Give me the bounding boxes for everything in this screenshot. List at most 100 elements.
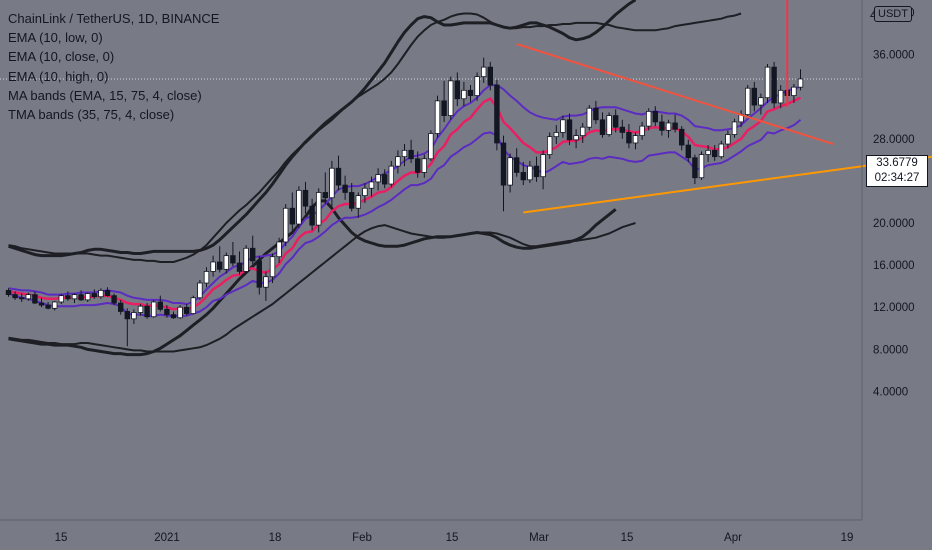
candle[interactable] [698, 151, 705, 180]
candle[interactable] [216, 246, 223, 273]
candle[interactable] [758, 93, 764, 115]
candle[interactable] [685, 139, 691, 162]
candle[interactable] [500, 135, 507, 212]
candle[interactable] [236, 251, 243, 275]
candle[interactable] [547, 132, 553, 159]
candle[interactable] [586, 105, 592, 131]
candle[interactable] [540, 150, 546, 190]
candle[interactable] [745, 85, 751, 117]
candle[interactable] [269, 253, 276, 284]
candle[interactable] [348, 182, 355, 212]
candle[interactable] [32, 291, 38, 305]
candle[interactable] [679, 126, 685, 151]
candle[interactable] [375, 168, 381, 191]
candle[interactable] [659, 114, 665, 136]
candle[interactable] [665, 119, 672, 138]
candle[interactable] [401, 144, 408, 167]
candle[interactable] [381, 169, 388, 189]
candle[interactable] [302, 181, 309, 214]
candle[interactable] [85, 292, 91, 302]
candle[interactable] [447, 76, 454, 120]
indicator-ma-bands[interactable]: MA bands (EMA, 15, 75, 4, close) [8, 87, 202, 103]
candle[interactable] [527, 160, 533, 183]
trendline-drawings[interactable] [516, 0, 932, 214]
candle[interactable] [474, 72, 480, 101]
candle[interactable] [98, 288, 104, 299]
candle[interactable] [322, 172, 328, 205]
candle[interactable] [111, 293, 117, 306]
candle[interactable] [599, 112, 606, 138]
candle[interactable] [230, 241, 236, 267]
candle[interactable] [243, 245, 249, 274]
candle[interactable] [137, 304, 144, 316]
candle[interactable] [652, 106, 658, 127]
candle[interactable] [38, 297, 45, 308]
candle[interactable] [164, 305, 170, 318]
candle[interactable] [289, 192, 295, 231]
candle[interactable] [144, 303, 150, 319]
candle[interactable] [25, 292, 31, 301]
candle[interactable] [414, 151, 421, 178]
candle[interactable] [282, 204, 289, 247]
candle[interactable] [566, 113, 573, 146]
indicator-ema-low[interactable]: EMA (10, low, 0) [8, 30, 103, 46]
time-axis[interactable]: 15 2021 18 Feb 15 Mar 15 Apr 19 [55, 532, 854, 544]
candle[interactable] [672, 114, 678, 133]
candle[interactable] [441, 80, 447, 122]
candle[interactable] [118, 299, 124, 315]
candle[interactable] [573, 129, 579, 149]
candle[interactable] [731, 118, 738, 138]
currency-unit-badge[interactable]: USDT [874, 6, 912, 22]
candle[interactable] [71, 293, 78, 304]
candle[interactable] [203, 267, 210, 288]
candle[interactable] [263, 271, 269, 301]
candle[interactable] [210, 255, 216, 277]
candle[interactable] [170, 311, 177, 319]
candle[interactable] [18, 293, 25, 302]
candle[interactable] [5, 288, 12, 297]
candle[interactable] [388, 160, 394, 188]
candle[interactable] [65, 291, 71, 301]
candle[interactable] [593, 100, 599, 125]
indicator-tma-bands[interactable]: TMA bands (35, 75, 4, close) [8, 107, 175, 123]
candle[interactable] [421, 154, 427, 178]
candle[interactable] [467, 85, 474, 102]
candle[interactable] [362, 182, 368, 203]
candle[interactable] [223, 252, 229, 274]
candle[interactable] [797, 69, 804, 91]
candle[interactable] [91, 289, 97, 299]
candle[interactable] [309, 198, 315, 231]
candle[interactable] [190, 295, 196, 315]
candle[interactable] [58, 293, 64, 305]
candle[interactable] [428, 130, 434, 161]
candle[interactable] [725, 130, 731, 149]
candle[interactable] [553, 125, 559, 145]
candle[interactable] [124, 308, 130, 347]
candle[interactable] [632, 132, 639, 150]
candle[interactable] [276, 237, 282, 264]
candle[interactable] [78, 290, 84, 301]
candle[interactable] [580, 122, 586, 143]
candle[interactable] [52, 300, 58, 311]
candle[interactable] [177, 305, 183, 319]
candles[interactable] [5, 57, 804, 347]
candle[interactable] [712, 145, 718, 161]
candle[interactable] [395, 150, 401, 174]
candle[interactable] [764, 63, 771, 103]
candle[interactable] [434, 95, 441, 138]
candle[interactable] [249, 235, 256, 265]
candle[interactable] [751, 81, 757, 112]
candle[interactable] [507, 153, 513, 193]
candle[interactable] [626, 124, 632, 149]
candle[interactable] [461, 81, 467, 107]
candle[interactable] [355, 192, 361, 218]
candle[interactable] [454, 72, 460, 107]
candle[interactable] [183, 304, 190, 316]
candle[interactable] [692, 154, 698, 185]
candle[interactable] [157, 295, 163, 312]
candle[interactable] [718, 140, 724, 159]
candle[interactable] [150, 299, 157, 318]
indicator-ema-high[interactable]: EMA (10, high, 0) [8, 68, 109, 84]
candle[interactable] [646, 108, 652, 131]
candle[interactable] [520, 161, 526, 186]
